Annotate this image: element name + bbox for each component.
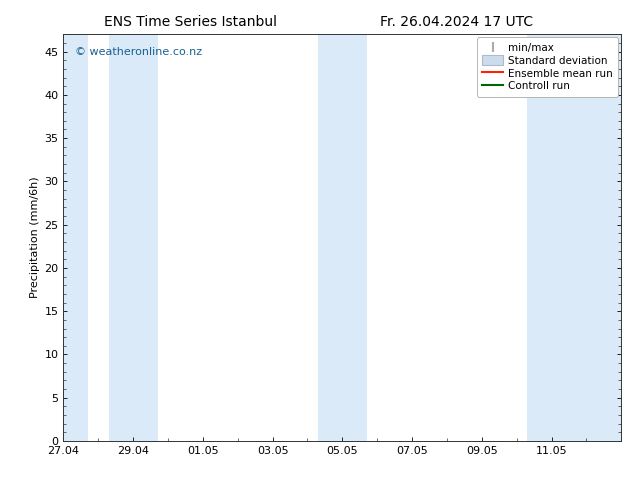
Bar [318,34,366,441]
Bar [109,34,157,441]
Bar [527,34,623,441]
Y-axis label: Precipitation (mm/6h): Precipitation (mm/6h) [30,177,40,298]
Legend: min/max, Standard deviation, Ensemble mean run, Controll run: min/max, Standard deviation, Ensemble me… [477,37,618,97]
Text: © weatheronline.co.nz: © weatheronline.co.nz [75,47,202,56]
Bar [61,34,87,441]
Text: ENS Time Series Istanbul: ENS Time Series Istanbul [104,15,276,29]
Text: Fr. 26.04.2024 17 UTC: Fr. 26.04.2024 17 UTC [380,15,533,29]
